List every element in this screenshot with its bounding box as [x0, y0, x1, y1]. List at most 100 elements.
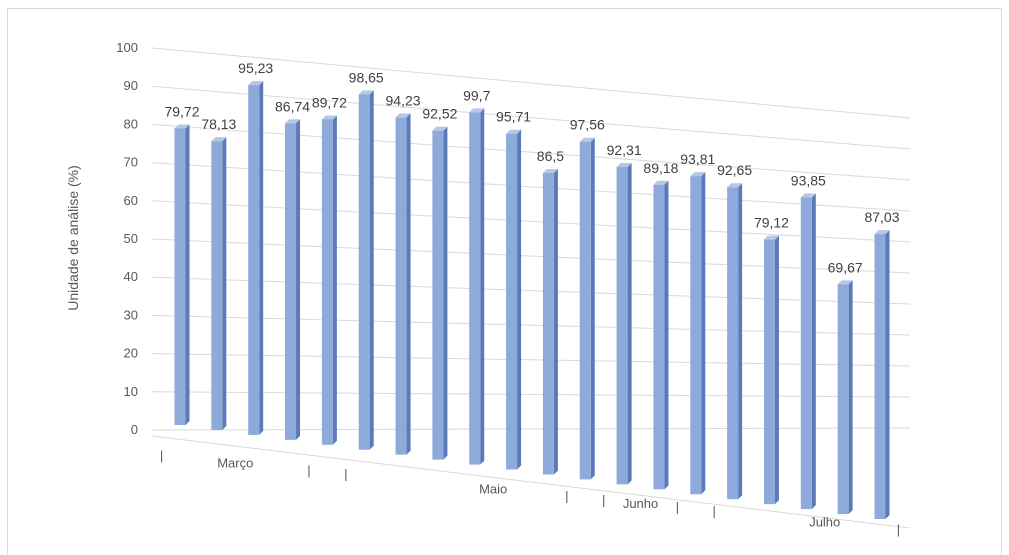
bar-top [727, 183, 743, 188]
bar-6 [358, 90, 374, 450]
category-separator: | [307, 463, 310, 478]
bar-side [848, 280, 853, 515]
bar-2 [211, 137, 227, 430]
data-label-13: 92,31 [607, 142, 642, 158]
bar-11 [542, 169, 558, 475]
bar-top [506, 129, 522, 134]
bar-front [395, 117, 407, 455]
category-separator: | [676, 500, 679, 515]
category-label: Maio [479, 481, 507, 496]
data-label-20: 87,03 [864, 209, 899, 225]
gridline-60 [151, 200, 911, 243]
bar-top [358, 90, 374, 95]
bar-side [590, 137, 595, 480]
bar-front [358, 94, 370, 450]
bar-side [296, 119, 301, 440]
bar-front [763, 239, 775, 505]
bar-front [321, 119, 333, 445]
y-tick-label: 50 [124, 231, 138, 246]
bar-10 [506, 129, 522, 470]
bar-front [837, 284, 849, 515]
data-label-12: 97,56 [570, 117, 605, 133]
bar-top [653, 180, 669, 185]
bar-top [874, 230, 890, 235]
bar-18 [800, 193, 816, 510]
y-axis-title: Unidade de análise (%) [65, 165, 81, 311]
bar-front [211, 141, 223, 430]
data-label-2: 78,13 [201, 116, 236, 132]
bar-front [874, 234, 886, 520]
category-separator: | [344, 467, 347, 482]
bar-front [285, 123, 297, 440]
bar-front [248, 85, 260, 435]
chart-frame [7, 8, 1002, 555]
bar-7 [395, 113, 411, 455]
data-label-18: 93,85 [791, 172, 826, 188]
bar-side [222, 137, 227, 430]
bar-top [248, 81, 264, 86]
bar-top [690, 172, 706, 177]
bar-top [174, 124, 190, 129]
bar-13 [616, 163, 632, 485]
data-label-15: 93,81 [680, 151, 715, 167]
bar-side [738, 183, 743, 500]
category-separator: | [602, 492, 605, 507]
bar-front [174, 128, 186, 426]
bar-side [553, 169, 558, 475]
bar-front [616, 167, 628, 485]
bar-side [885, 230, 890, 520]
data-label-17: 79,12 [754, 215, 789, 231]
bar-side [701, 172, 706, 495]
bar-3 [248, 81, 264, 435]
bar-front [727, 187, 739, 500]
category-separator: | [713, 503, 716, 518]
gridline-90 [151, 85, 911, 150]
bar-top [395, 113, 411, 118]
bar-4 [285, 119, 301, 440]
y-tick-label: 60 [124, 193, 138, 208]
category-label: Março [217, 456, 253, 471]
category-separator: | [565, 489, 568, 504]
bar-top [285, 119, 301, 124]
data-label-19: 69,67 [828, 259, 863, 275]
bar-front [653, 184, 665, 490]
data-label-4: 86,74 [275, 98, 310, 114]
y-tick-label: 0 [131, 422, 138, 437]
data-label-3: 95,23 [238, 60, 273, 76]
gridline-100 [151, 47, 911, 119]
bars [174, 81, 890, 520]
floor-edge [151, 435, 911, 529]
bar-top [763, 235, 779, 240]
y-tick-label: 70 [124, 155, 138, 170]
bar-side [406, 113, 411, 455]
bar-side [480, 108, 485, 465]
bar-top [579, 137, 595, 142]
category-label: Junho [623, 496, 658, 511]
bar-side [443, 126, 448, 460]
bar-side [627, 163, 632, 485]
data-label-8: 92,52 [422, 106, 457, 122]
bar-top [800, 193, 816, 198]
y-tick-label: 100 [116, 40, 138, 55]
bar-side [774, 235, 779, 505]
bar-14 [653, 180, 669, 490]
gridline-10 [151, 391, 911, 398]
bar-15 [690, 172, 706, 495]
bar-1 [174, 124, 190, 426]
data-label-10: 95,71 [496, 109, 531, 125]
bar-side [811, 193, 816, 510]
bar-8 [432, 126, 448, 460]
bar-top [837, 280, 853, 285]
data-label-6: 98,65 [349, 69, 384, 85]
bar-12 [579, 137, 595, 480]
data-label-5: 89,72 [312, 94, 347, 110]
gridline-70 [151, 162, 911, 212]
bar-side [517, 129, 522, 470]
gridline-20 [151, 353, 911, 367]
bar-side [664, 180, 669, 490]
category-labels: | Março | | Maio | | Junho | | Julho | [160, 448, 900, 537]
data-label-9: 99,7 [463, 87, 490, 103]
bar-top [321, 115, 337, 120]
bar-17 [763, 235, 779, 505]
